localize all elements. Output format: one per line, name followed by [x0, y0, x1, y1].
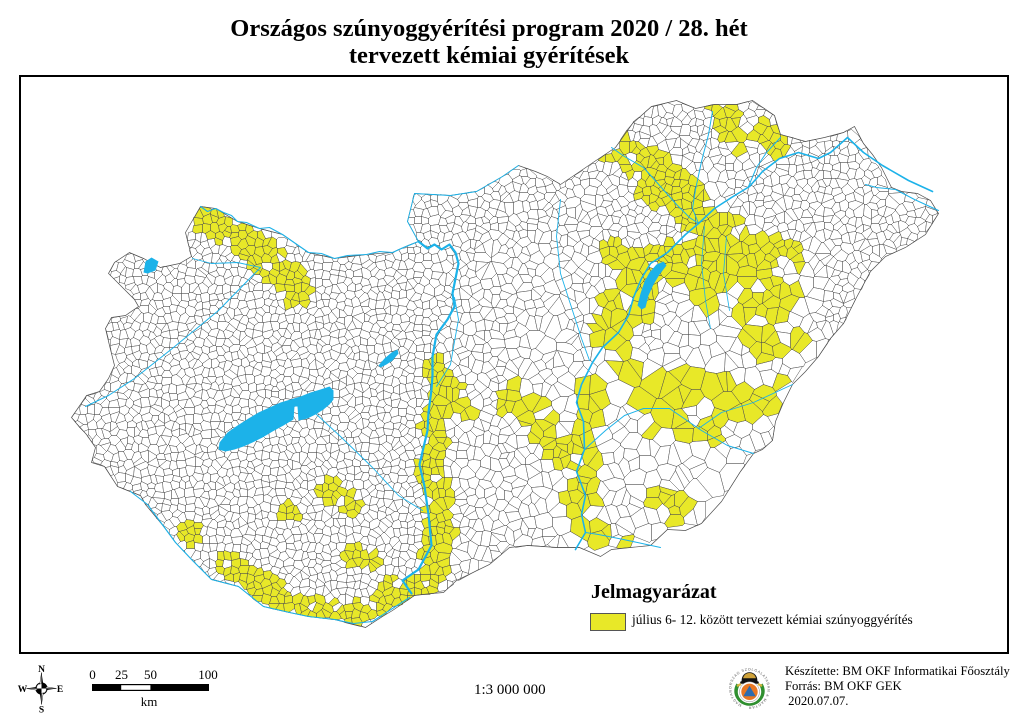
svg-text:S: S [39, 706, 44, 716]
svg-text:N: N [38, 665, 45, 675]
svg-text:km: km [141, 694, 158, 709]
svg-text:25: 25 [115, 667, 128, 682]
svg-text:W: W [18, 685, 28, 695]
svg-text:E: E [57, 685, 63, 695]
svg-text:100: 100 [198, 667, 218, 682]
svg-text:50: 50 [144, 667, 157, 682]
svg-text:0: 0 [89, 667, 96, 682]
